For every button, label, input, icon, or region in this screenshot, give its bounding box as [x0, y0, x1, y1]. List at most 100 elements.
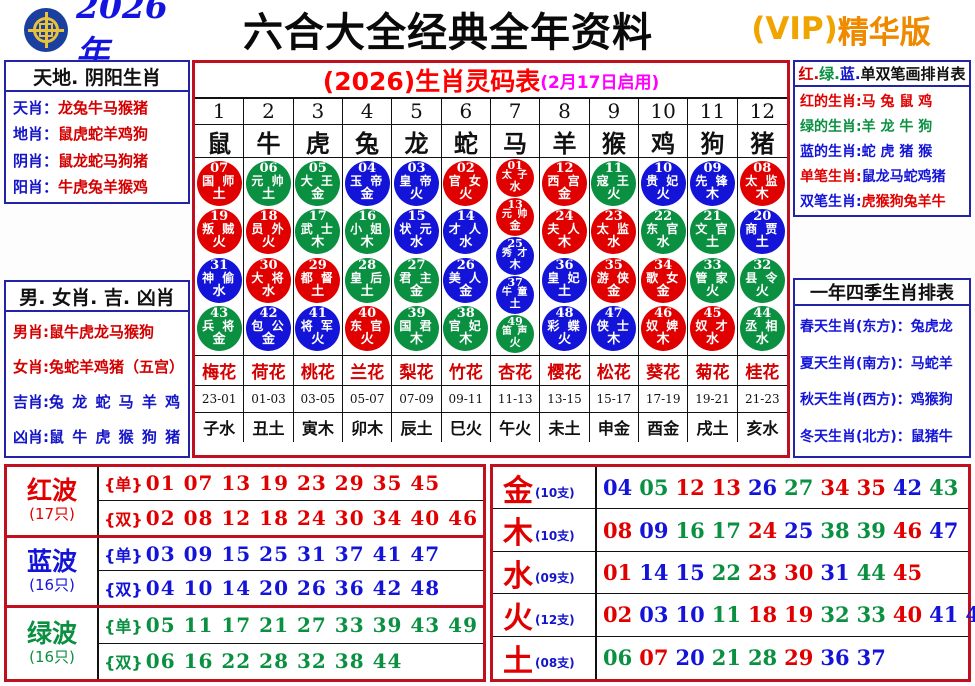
element-number[interactable]: 48	[965, 602, 975, 628]
number-ball[interactable]: 16 小 姐木	[344, 209, 390, 255]
number-ball[interactable]: 21 文 官土	[689, 209, 735, 255]
element-number[interactable]: 31	[820, 559, 850, 585]
element-number[interactable]: 46	[892, 517, 923, 543]
number-ball[interactable]: 01 太 子水	[496, 159, 535, 197]
element-number[interactable]: 25	[784, 517, 814, 543]
number-ball[interactable]: 06 元 帅土	[245, 161, 291, 207]
element-number[interactable]: 04	[603, 475, 633, 501]
element-number[interactable]: 10	[675, 602, 705, 628]
number-ball[interactable]: 34 歌 女金	[640, 257, 686, 303]
element-number[interactable]: 21	[711, 645, 741, 671]
number-ball[interactable]: 17 武 士木	[295, 209, 341, 255]
element-number[interactable]: 39	[856, 517, 886, 543]
time-cell-2: 03-05	[294, 385, 343, 412]
element-number[interactable]: 29	[784, 645, 814, 671]
number-ball[interactable]: 45 奴 才水	[689, 305, 735, 351]
number-ball[interactable]: 09 先 锋木	[689, 161, 735, 207]
number-ball[interactable]: 22 东 官水	[640, 209, 686, 255]
number-ball[interactable]: 33 管 家火	[689, 257, 735, 303]
element-number[interactable]: 32	[820, 602, 850, 628]
number-ball[interactable]: 28 皇 后土	[344, 257, 390, 303]
number-ball[interactable]: 30 大 将水	[245, 257, 291, 303]
element-number[interactable]: 18	[747, 602, 778, 628]
element-number[interactable]: 07	[639, 645, 669, 671]
number-ball[interactable]: 08 太 监木	[739, 161, 785, 207]
element-number[interactable]: 43	[929, 475, 959, 501]
number-ball[interactable]: 02 官 女火	[443, 161, 489, 207]
element-number[interactable]: 30	[784, 559, 814, 585]
element-number[interactable]: 45	[892, 559, 923, 585]
element-number[interactable]: 12	[675, 475, 705, 501]
number-ball[interactable]: 10 贵 妃火	[640, 161, 686, 207]
number-ball[interactable]: 24 夫 人木	[541, 209, 587, 255]
element-number[interactable]: 26	[747, 475, 778, 501]
number-ball[interactable]: 44 丞 相水	[739, 305, 785, 351]
number-ball[interactable]: 14 才 人水	[443, 209, 489, 255]
element-number[interactable]: 42	[892, 475, 923, 501]
number-ball[interactable]: 31 神 偷水	[196, 257, 242, 303]
element-number[interactable]: 33	[856, 602, 886, 628]
number-ball[interactable]: 13 元 帅金	[496, 198, 535, 236]
element-number[interactable]: 40	[892, 602, 923, 628]
number-ball[interactable]: 46 奴 婢木	[640, 305, 686, 351]
number-ball[interactable]: 12 西 宫金	[541, 161, 587, 207]
element-number[interactable]: 23	[747, 559, 778, 585]
number-ball[interactable]: 07 国 师土	[196, 161, 242, 207]
element-number[interactable]: 24	[747, 517, 778, 543]
number-ball[interactable]: 37 牛 童土	[496, 276, 535, 314]
number-ball[interactable]: 41 将 军火	[295, 305, 341, 351]
element-number[interactable]: 28	[747, 645, 778, 671]
element-number[interactable]: 27	[784, 475, 814, 501]
number-ball[interactable]: 35 游 侠金	[591, 257, 637, 303]
number-ball[interactable]: 43 兵 将金	[196, 305, 242, 351]
number-ball[interactable]: 47 侠 士木	[591, 305, 637, 351]
number-ball[interactable]: 11 寇 王火	[591, 161, 637, 207]
number-ball[interactable]: 26 美 人金	[443, 257, 489, 303]
element-number[interactable]: 35	[856, 475, 886, 501]
element-number[interactable]: 02	[603, 602, 633, 628]
element-number[interactable]: 03	[639, 602, 669, 628]
element-number[interactable]: 01	[603, 559, 633, 585]
number-ball[interactable]: 25 秀 才木	[496, 237, 535, 275]
element-number[interactable]: 20	[675, 645, 705, 671]
number-ball[interactable]: 32 县 令火	[739, 257, 785, 303]
element-number[interactable]: 44	[856, 559, 886, 585]
ball-title: 丞 相	[745, 318, 780, 333]
number-ball[interactable]: 03 皇 帝火	[393, 161, 439, 207]
element-number[interactable]: 11	[711, 602, 741, 628]
number-ball[interactable]: 49 笛 声火	[496, 315, 535, 353]
number-ball[interactable]: 04 玉 帝金	[344, 161, 390, 207]
number-ball[interactable]: 36 皇 妃土	[541, 257, 587, 303]
element-number[interactable]: 05	[639, 475, 669, 501]
number-ball[interactable]: 29 都 督土	[295, 257, 341, 303]
number-ball[interactable]: 42 包 公金	[245, 305, 291, 351]
number-ball[interactable]: 19 叛 贼火	[196, 209, 242, 255]
element-number[interactable]: 34	[820, 475, 850, 501]
element-number[interactable]: 47	[929, 517, 959, 543]
element-number[interactable]: 06	[603, 645, 633, 671]
number-ball[interactable]: 27 君 主金	[393, 257, 439, 303]
element-number[interactable]: 37	[856, 645, 886, 671]
element-number[interactable]: 08	[603, 517, 633, 543]
element-number[interactable]: 36	[820, 645, 850, 671]
element-number[interactable]: 17	[711, 517, 741, 543]
element-number[interactable]: 14	[639, 559, 669, 585]
number-ball[interactable]: 05 大 王金	[295, 161, 341, 207]
number-ball[interactable]: 20 商 贾土	[739, 209, 785, 255]
element-number[interactable]: 15	[675, 559, 705, 585]
number-ball[interactable]: 18 员 外火	[245, 209, 291, 255]
element-number[interactable]: 09	[639, 517, 669, 543]
number-ball[interactable]: 23 太 监水	[591, 209, 637, 255]
title-part-blue: 蓝.	[839, 65, 861, 83]
number-ball[interactable]: 15 状 元水	[393, 209, 439, 255]
element-number[interactable]: 41	[929, 602, 959, 628]
element-number[interactable]: 16	[675, 517, 705, 543]
number-ball[interactable]: 38 官 妃木	[443, 305, 489, 351]
element-number[interactable]: 38	[820, 517, 850, 543]
number-ball[interactable]: 39 国 君木	[393, 305, 439, 351]
element-number[interactable]: 19	[784, 602, 814, 628]
element-number[interactable]: 22	[711, 559, 741, 585]
number-ball[interactable]: 48 彩 蝶火	[541, 305, 587, 351]
number-ball[interactable]: 40 东 官火	[344, 305, 390, 351]
element-number[interactable]: 13	[711, 475, 741, 501]
